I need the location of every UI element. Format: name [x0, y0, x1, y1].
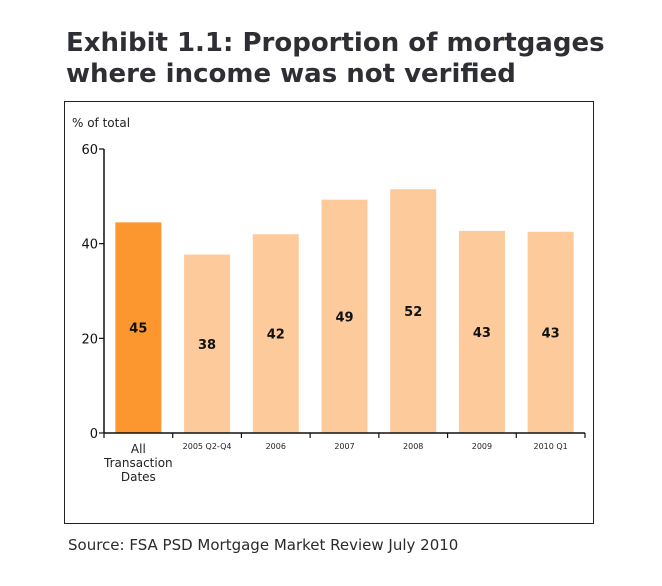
labels-layer: 45 38 42 49 52 43 43 0 20 40 60 All Transaction Dates… [81, 143, 567, 484]
data-label-2: 38 [198, 338, 216, 353]
chart-frame [64, 101, 594, 524]
bar-7 [527, 231, 574, 433]
x-tick-label-4: 2007 [334, 442, 354, 451]
x-tick-label-2: 2005 Q2-Q4 [183, 442, 232, 451]
x-tick-label-7: 2010 Q1 [533, 442, 567, 451]
data-label-3: 42 [267, 328, 285, 343]
bar-1 [115, 222, 162, 433]
bar-6 [458, 230, 505, 433]
bar-4 [321, 199, 368, 433]
bar-5 [390, 189, 437, 433]
y-tick-label-0: 0 [90, 427, 98, 442]
bar-2 [184, 254, 231, 433]
y-tick-label-20: 20 [81, 332, 98, 347]
data-label-7: 43 [542, 326, 560, 341]
data-label-4: 49 [335, 310, 353, 325]
chart-title: Exhibit 1.1: Proportion of mortgages whe… [66, 28, 605, 89]
y-tick-label-40: 40 [81, 238, 98, 253]
source-note: Source: FSA PSD Mortgage Market Review J… [68, 536, 459, 554]
x-tick-label-1: All Transaction Dates [103, 442, 173, 484]
x-tick-label-6: 2009 [472, 442, 492, 451]
y-axis-label: % of total [72, 116, 130, 130]
axes-layer [99, 148, 586, 438]
bars-layer [115, 189, 574, 433]
x-tick-label-3: 2006 [266, 442, 286, 451]
data-label-5: 52 [404, 305, 422, 320]
data-label-1: 45 [129, 322, 147, 337]
data-label-6: 43 [473, 326, 491, 341]
x-tick-label-5: 2008 [403, 442, 423, 451]
y-tick-label-60: 60 [81, 143, 98, 158]
bar-3 [252, 234, 299, 433]
